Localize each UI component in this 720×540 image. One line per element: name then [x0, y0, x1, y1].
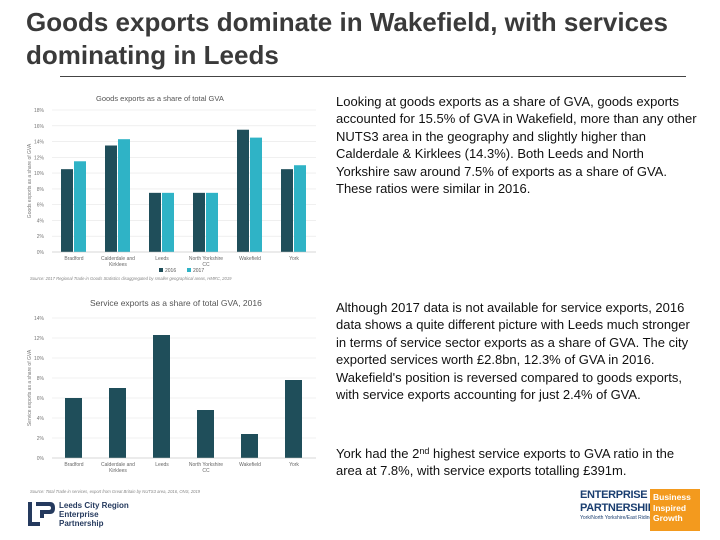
chart-1-title: Goods exports as a share of total GVA: [96, 94, 224, 103]
chart-1-x-label-0: Bradford: [64, 256, 83, 262]
chart-2-ytick-label-6: 12%: [34, 336, 45, 342]
chart-1-legend-swatch-1: [187, 268, 191, 272]
ep-logo-growth-box: Business Inspired Growth: [650, 489, 700, 531]
service-exports-paragraph: Although 2017 data is not available for …: [336, 300, 690, 403]
chart-1-x-label-5: York: [289, 256, 299, 262]
lep-line-3: Partnership: [59, 519, 104, 528]
chart-2-ytick-label-1: 2%: [37, 436, 45, 442]
goods-exports-chart-svg: Goods exports as a share of total GVA 0% 2…: [27, 94, 316, 281]
chart-1-bar-2017-2: [162, 192, 174, 252]
york-text-after: highest service exports to GVA ratio in …: [336, 446, 675, 479]
goods-exports-paragraph: Looking at goods exports as a share of G…: [336, 94, 697, 197]
chart-1-bar-2017-3: [206, 192, 218, 252]
chart-2-bar-2016-0: [65, 398, 82, 458]
chart-2-x-label-2: Leeds: [155, 462, 169, 468]
chart-2-title: Service exports as a share of total GVA,…: [90, 298, 262, 308]
chart-2-x-label-0: Bradford: [64, 462, 83, 468]
chart-1-y-axis-label: Goods exports as a share of GVA: [27, 143, 33, 218]
chart-1-x-label-3: North Yorkshire CC: [189, 256, 223, 268]
chart-2-x-label-4: Wakefield: [239, 462, 261, 468]
ep-logo-tagline: York/North Yorkshire/East Riding: [580, 515, 653, 521]
page-title: Goods exports dominate in Wakefield, wit…: [26, 7, 668, 70]
chart-1-legend-swatch-0: [159, 268, 163, 272]
chart-2-ytick-label-0: 0%: [37, 456, 45, 462]
chart-1-bar-2016-3: [193, 192, 205, 252]
chart-1-bar-2016-5: [281, 169, 293, 252]
chart-2-ytick-label-2: 4%: [37, 416, 45, 422]
chart-2-bar-2016-4: [241, 434, 258, 458]
chart-2-ytick-label-3: 6%: [37, 396, 45, 402]
ep-logo-word-partnership: PARTNERSHIP: [580, 502, 655, 514]
goods-exports-chart: Goods exports as a share of total GVA 0% 2…: [26, 88, 324, 283]
ep-logo-word-enterprise: ENTERPRISE: [580, 489, 648, 501]
chart-1-x-label-1: Calderdale and Kirklees: [101, 256, 135, 268]
chart-1-ytick-label-4: 8%: [37, 187, 45, 193]
chart-1-bar-2016-4: [237, 129, 249, 252]
chart-2-bar-2016-3: [197, 410, 214, 458]
chart-1-ytick-label-1: 2%: [37, 234, 45, 240]
chart-1-x-label-4: Wakefield: [239, 256, 261, 262]
chart-1-bar-2017-0: [74, 161, 86, 252]
chart-1-bar-2016-2: [149, 192, 161, 252]
chart-1-bar-2017-5: [294, 165, 306, 252]
service-exports-chart: Service exports as a share of total GVA,…: [26, 296, 324, 496]
chart-1-ytick-label-7: 14%: [34, 140, 45, 146]
chart-2-ytick-label-7: 14%: [34, 316, 45, 322]
chart-1-bar-2016-1: [105, 145, 117, 252]
chart-1-bar-2016-0: [61, 169, 73, 252]
title-divider: [60, 76, 686, 77]
lep-line-2: Enterprise: [59, 510, 99, 519]
chart-1-ytick-label-9: 18%: [34, 108, 45, 114]
chart-1-source: Source: 2017 Regional Trade in Goods Sta…: [30, 276, 232, 281]
chart-1-ytick-label-2: 4%: [37, 218, 45, 224]
chart-2-bar-2016-2: [153, 335, 170, 458]
ordinal-suffix: nd: [419, 446, 430, 456]
chart-1-x-label-2: Leeds: [155, 256, 169, 262]
chart-2-x-label-3: North Yorkshire CC: [189, 462, 223, 474]
york-paragraph: York had the 2nd highest service exports…: [336, 443, 698, 480]
lep-logo-mark-icon: [28, 502, 55, 526]
chart-2-ytick-label-4: 8%: [37, 376, 45, 382]
chart-2-y-axis-label: Service exports as a share of GVA: [27, 349, 33, 426]
chart-2-x-label-1: Calderdale and Kirklees: [101, 462, 135, 474]
leeds-city-region-lep-logo: Leeds City Region Enterprise Partnership: [26, 500, 176, 530]
service-exports-chart-svg: Service exports as a share of total GVA,…: [27, 298, 316, 494]
york-text-before: York had the 2: [336, 446, 420, 461]
chart-2-bar-2016-1: [109, 388, 126, 458]
chart-1-legend-label-1: 2017: [193, 268, 204, 274]
chart-1-bar-2017-1: [118, 139, 130, 252]
chart-1-ytick-label-6: 12%: [34, 155, 45, 161]
chart-1-ytick-label-5: 10%: [34, 171, 45, 177]
chart-1-ytick-label-0: 0%: [37, 250, 45, 256]
chart-2-x-label-5: York: [289, 462, 299, 468]
chart-2-bar-2016-5: [285, 380, 302, 458]
york-north-yorkshire-ep-logo: ENTERPRISE PARTNERSHIP York/North Yorksh…: [580, 489, 700, 531]
lep-line-1: Leeds City Region: [59, 501, 129, 510]
chart-2-source: Source: Total Trade in services, export …: [30, 489, 201, 494]
chart-1-ytick-label-3: 6%: [37, 203, 45, 209]
chart-2-ytick-label-5: 10%: [34, 356, 45, 362]
chart-1-bar-2017-4: [250, 137, 262, 252]
chart-1-legend-label-0: 2016: [165, 268, 176, 274]
chart-1-ytick-label-8: 16%: [34, 124, 45, 130]
